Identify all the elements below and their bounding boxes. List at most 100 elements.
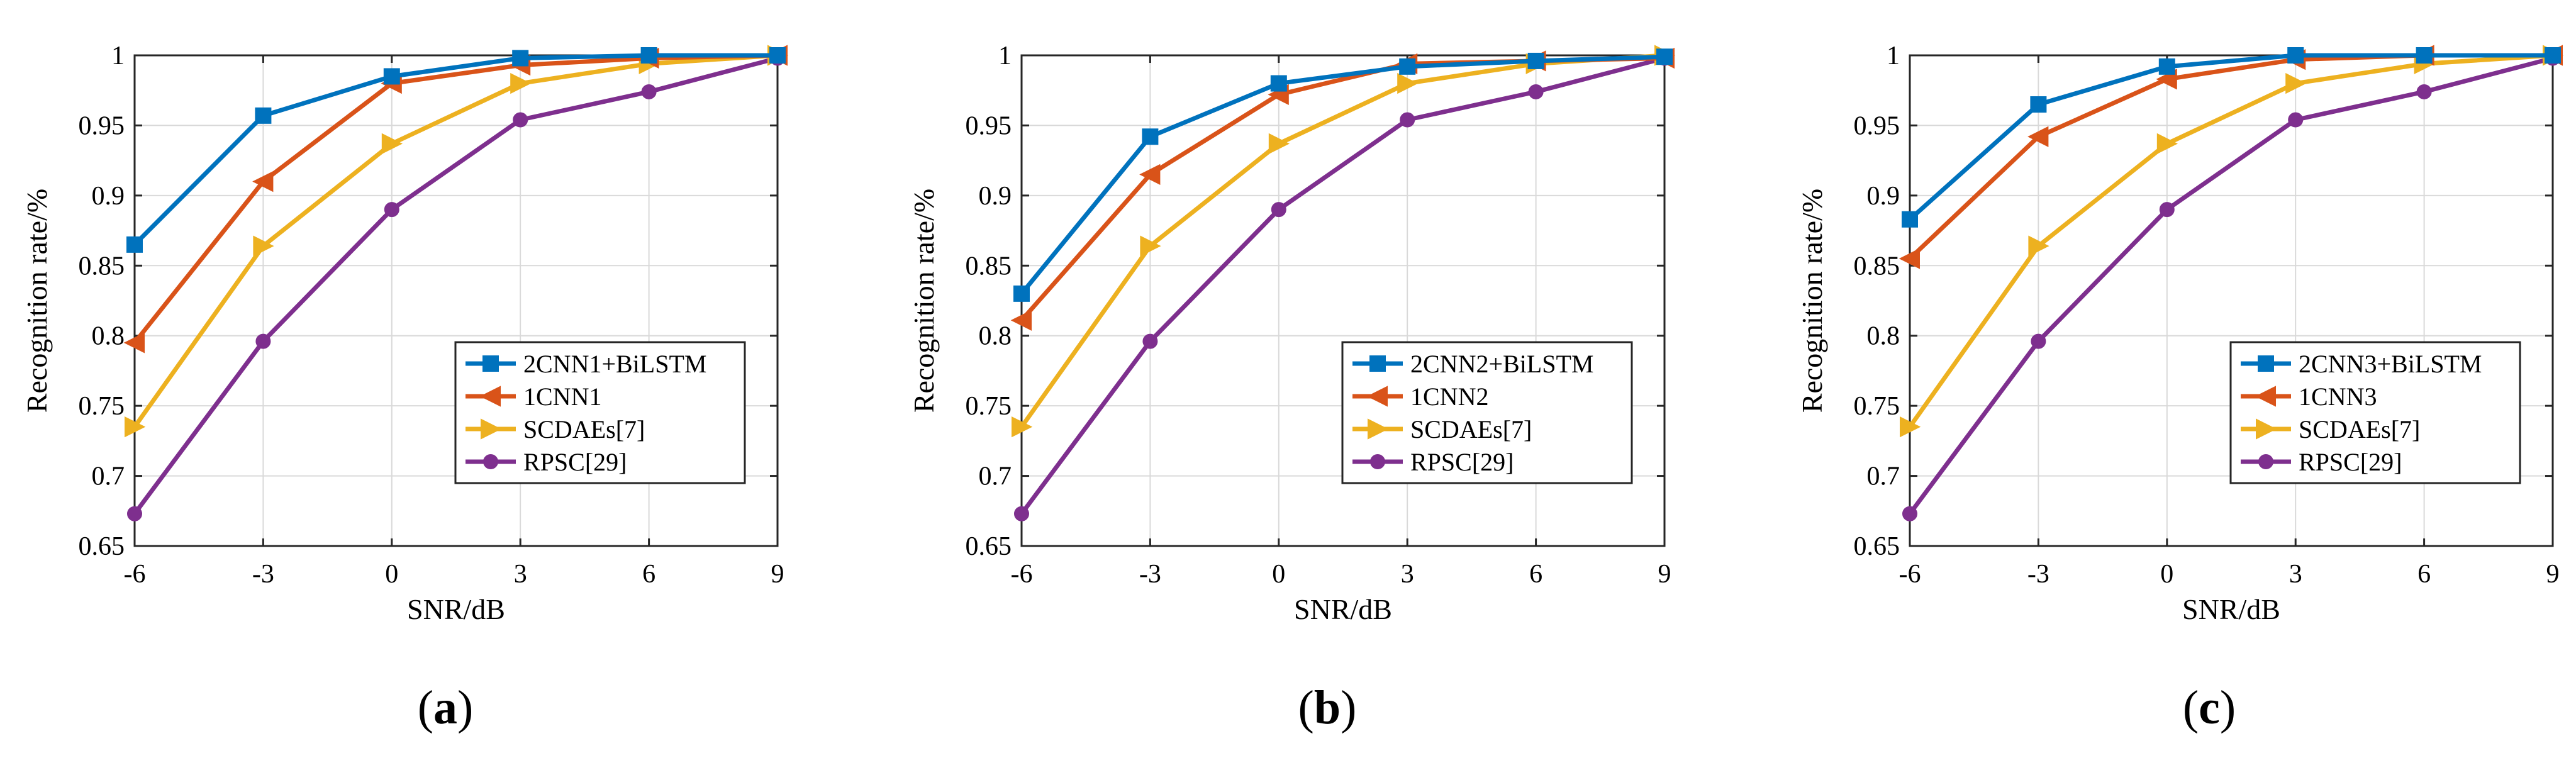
y-tick-label: 0.75	[79, 392, 125, 421]
legend-label: 2CNN2+BiLSTM	[1410, 350, 1593, 378]
x-tick-label: 3	[2289, 560, 2302, 589]
data-point	[1902, 506, 1917, 521]
y-axis-label: Recognition rate/%	[21, 189, 53, 413]
data-point	[1528, 84, 1544, 99]
x-axis-label: SNR/dB	[2182, 593, 2280, 625]
data-point	[1013, 285, 1030, 302]
x-tick-label: -3	[2027, 560, 2049, 589]
plot-area-frame	[1909, 54, 2554, 547]
y-tick-label: 0.65	[79, 532, 125, 561]
data-point	[1397, 72, 1419, 94]
y-tick-label: 1	[1887, 42, 1900, 70]
data-point	[1899, 248, 1920, 269]
x-tick-label: 6	[1529, 560, 1542, 589]
legend-marker	[2255, 386, 2276, 407]
legend-marker	[479, 386, 501, 407]
y-tick-label: 0.95	[966, 111, 1012, 140]
y-axis-label: Recognition rate/%	[908, 189, 940, 413]
data-point	[2028, 235, 2049, 257]
data-point	[2416, 84, 2432, 99]
series-line-3	[133, 53, 778, 428]
x-tick-label: 0	[385, 560, 398, 589]
panel-label-b: (b)	[1298, 681, 1357, 734]
x-tick-label: -6	[1899, 560, 1921, 589]
data-point	[1014, 506, 1029, 521]
y-tick-label: 0.85	[966, 252, 1012, 281]
data-point	[769, 47, 786, 64]
data-point	[1270, 75, 1287, 92]
series-line-1	[133, 53, 778, 247]
x-tick-label: 9	[1658, 560, 1671, 589]
series-line-1	[1020, 54, 1665, 296]
y-tick-label: 0.9	[979, 182, 1012, 211]
chart-panel-2: -6 -3 0 3 6 9 0.65 0.7 0.75 0.8 0.85 0.9 0.95 1 SNR/dB…	[908, 42, 1676, 625]
data-point	[2027, 126, 2049, 147]
y-tick-label: 0.7	[979, 462, 1012, 491]
data-point	[127, 506, 142, 521]
data-point	[1400, 112, 1415, 128]
data-point	[1142, 333, 1158, 349]
legend-label: 2CNN3+BiLSTM	[2299, 350, 2482, 378]
x-tick-label: 6	[2417, 560, 2431, 589]
data-point	[125, 416, 146, 438]
data-point	[1142, 128, 1159, 145]
panel-label-c: (c)	[2182, 681, 2236, 734]
series-line-4	[1020, 56, 1665, 515]
data-point	[1902, 211, 1918, 228]
y-tick-label: 0.75	[966, 392, 1012, 421]
data-point	[1012, 416, 1033, 438]
legend-label: 2CNN1+BiLSTM	[523, 350, 706, 378]
data-point	[255, 333, 271, 349]
y-tick-label: 0.8	[1867, 322, 1900, 351]
x-tick-label: -6	[124, 560, 146, 589]
y-axis-label: Recognition rate/%	[1796, 189, 1828, 413]
y-tick-label: 0.9	[92, 182, 125, 211]
data-point	[2285, 72, 2307, 94]
data-point	[2416, 47, 2433, 64]
data-point	[252, 170, 274, 192]
series-line-1	[1908, 53, 2553, 221]
data-point	[2156, 133, 2178, 155]
data-point	[2031, 333, 2046, 349]
x-tick-label: 9	[2546, 560, 2560, 589]
y-tick-label: 0.7	[92, 462, 125, 491]
legend-label: RPSC[29]	[2299, 448, 2402, 476]
legend-marker	[1369, 355, 1386, 372]
data-point	[1268, 133, 1290, 155]
data-point	[1140, 235, 1161, 257]
y-tick-label: 0.95	[79, 111, 125, 140]
y-tick-label: 1	[998, 42, 1012, 70]
data-point	[513, 112, 528, 128]
chart-panel-3: -6 -3 0 3 6 9 0.65 0.7 0.75 0.8 0.85 0.9 0.95 1 SNR/dB…	[1796, 42, 2564, 625]
data-point	[1271, 202, 1286, 218]
y-tick-label: 0.75	[1854, 392, 1900, 421]
data-point	[255, 107, 272, 124]
data-point	[381, 133, 403, 155]
y-tick-label: 0.65	[966, 532, 1012, 561]
legend-marker	[482, 355, 499, 372]
data-point	[123, 332, 145, 354]
legend-label: RPSC[29]	[1410, 448, 1514, 476]
data-point	[512, 50, 529, 67]
data-point	[2545, 47, 2561, 64]
y-tick-label: 1	[111, 42, 125, 70]
legend-marker	[483, 454, 498, 469]
data-point	[2159, 202, 2175, 218]
data-point	[1527, 52, 1544, 69]
data-point	[1656, 48, 1673, 65]
data-point	[2288, 112, 2304, 128]
x-tick-label: 0	[2160, 560, 2173, 589]
data-point	[384, 202, 399, 218]
data-point	[2158, 58, 2175, 75]
y-tick-label: 0.8	[92, 322, 125, 351]
legend-label: SCDAEs[7]	[1410, 415, 1532, 443]
data-point	[1139, 164, 1161, 186]
legend-label: SCDAEs[7]	[523, 415, 645, 443]
data-point	[126, 236, 143, 253]
series-line-2	[1908, 53, 2553, 260]
data-point	[641, 84, 657, 99]
series-line-2	[133, 53, 778, 345]
y-tick-label: 0.85	[1854, 252, 1900, 281]
